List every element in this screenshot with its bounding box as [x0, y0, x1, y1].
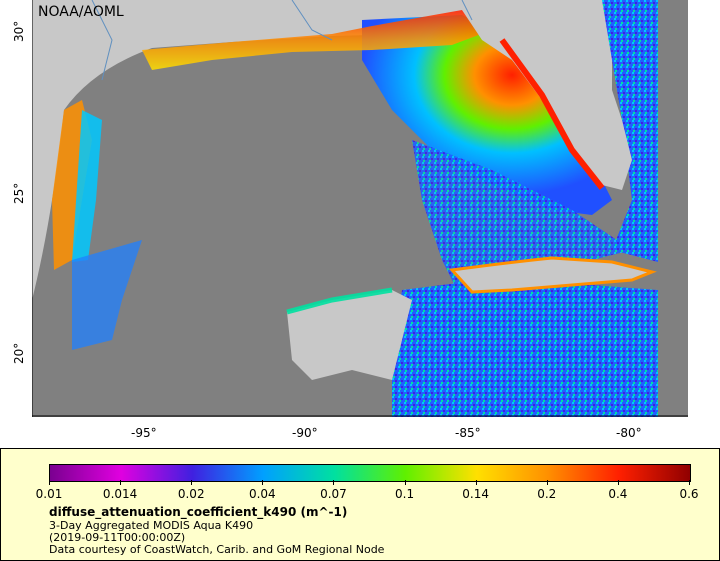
yucatan-coast-k490 [286, 287, 393, 315]
river [91, 0, 113, 81]
y-tick-label: 30° [12, 20, 26, 42]
colorbar-tick [617, 480, 619, 485]
colorbar-tick-label: 0.14 [462, 487, 490, 501]
x-tick-label: -95° [131, 426, 157, 440]
river [461, 0, 473, 21]
florida-west-coast-k490 [499, 38, 605, 190]
map-canvas [32, 0, 688, 417]
texas-shelf-k490 [72, 110, 102, 262]
florida-shelf-k490 [362, 15, 612, 215]
caribbean-k490 [392, 280, 658, 417]
colorbar-tick [191, 480, 193, 485]
north-coast-k490 [142, 10, 492, 70]
colorbar-tick-label: 0.07 [320, 487, 347, 501]
colorbar-tick-label: 0.02 [177, 487, 205, 501]
colorbar [49, 464, 691, 482]
y-tick-label: 20° [12, 342, 26, 364]
source-credit: Data courtesy of CoastWatch, Carib. and … [49, 543, 385, 556]
colorbar-tick [475, 480, 477, 485]
product-name: 3-Day Aggregated MODIS Aqua K490 [49, 519, 254, 532]
map-panel: NOAA/AOML [32, 0, 688, 417]
colorbar-tick [262, 480, 264, 485]
colorbar-tick-label: 0.6 [679, 487, 699, 501]
no-data-strip [658, 0, 688, 417]
colorbar-tick-label: 0.4 [608, 487, 628, 501]
colorbar-tick [120, 480, 122, 485]
x-tick-label: -80° [616, 426, 642, 440]
colorbar-tick-label: 0.1 [395, 487, 415, 501]
legend-panel: diffuse_attenuation_coefficient_k490 (m^… [0, 448, 720, 561]
colorbar-tick-label: 0.01 [35, 487, 63, 501]
x-tick-label: -85° [455, 426, 481, 440]
colorbar-tick [333, 480, 335, 485]
colorbar-tick [404, 480, 406, 485]
variable-name: diffuse_attenuation_coefficient_k490 (m^… [49, 505, 348, 519]
credit-label: NOAA/AOML [38, 4, 124, 20]
colorbar-tick [689, 480, 690, 485]
y-tick-label: 25° [12, 182, 26, 204]
river [291, 0, 333, 41]
colorbar-tick-label: 0.2 [537, 487, 557, 501]
colorbar-tick-label: 0.04 [248, 487, 276, 501]
cuba-island [448, 256, 657, 294]
x-tick-label: -90° [292, 426, 318, 440]
colorbar-tick [546, 480, 548, 485]
yucatan-peninsula [287, 290, 412, 380]
date-label: (2019-09-11T00:00:00Z) [49, 531, 186, 544]
colorbar-tick-label: 0.014 [102, 487, 138, 501]
atlantic-k490 [602, 0, 658, 262]
mexico-shelf-k490 [72, 240, 142, 350]
colorbar-tick [49, 480, 50, 485]
